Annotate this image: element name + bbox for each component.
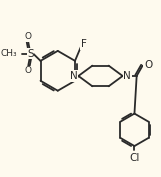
Text: S: S bbox=[27, 49, 34, 59]
Text: N: N bbox=[123, 71, 131, 81]
Text: O: O bbox=[144, 60, 152, 70]
Text: O: O bbox=[25, 66, 32, 75]
Text: F: F bbox=[81, 39, 86, 49]
Text: O: O bbox=[25, 32, 32, 41]
Text: CH₃: CH₃ bbox=[1, 49, 17, 58]
Text: Cl: Cl bbox=[129, 153, 140, 163]
Text: N: N bbox=[70, 71, 78, 81]
